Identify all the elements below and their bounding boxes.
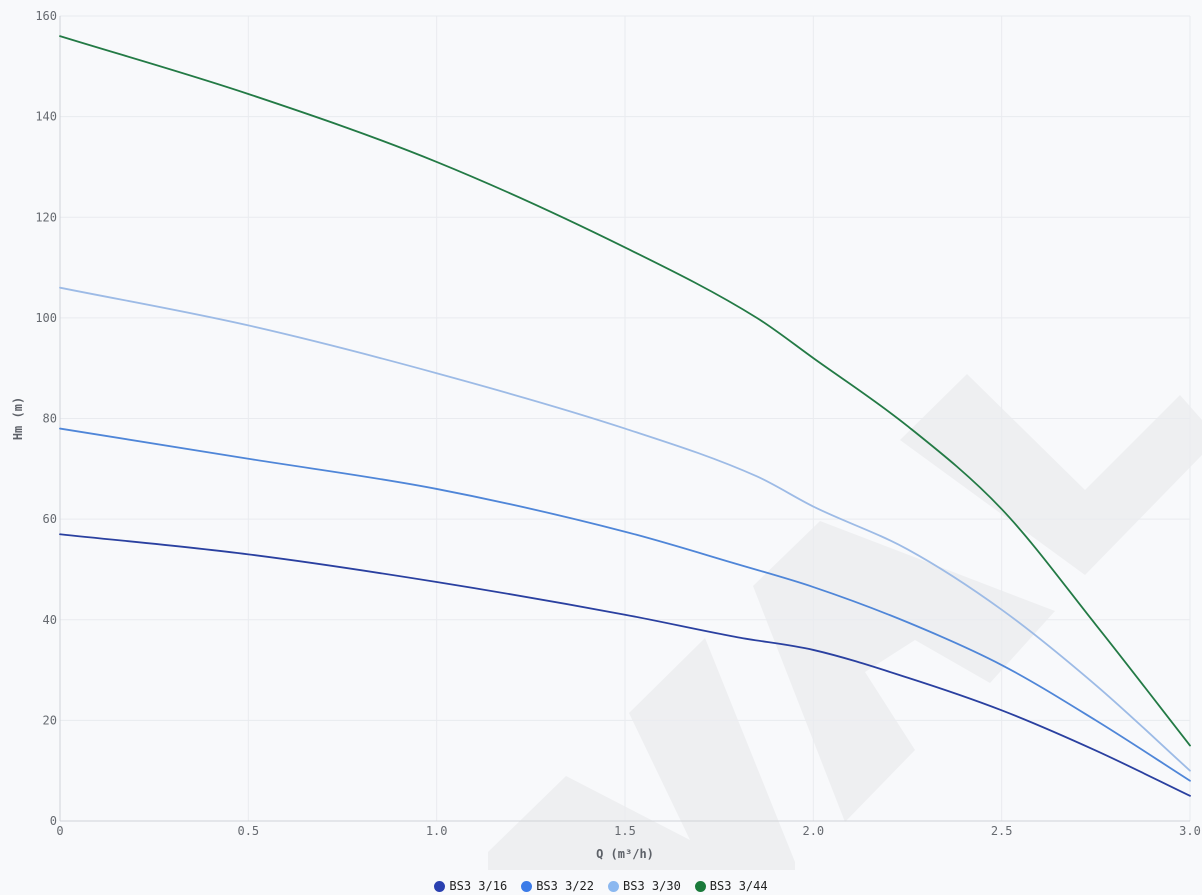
legend-swatch	[694, 880, 706, 892]
y-tick-label: 140	[35, 110, 57, 124]
x-tick-label: 0	[56, 824, 63, 838]
chart-svg: 0 0.5 1.0 1.5 2.0 2.5 3.0 0 20 40 60 80 100 120 140 160…	[11, 9, 1202, 895]
y-tick-label: 80	[43, 412, 57, 426]
x-axis-title: Q (m³/h)	[596, 847, 654, 861]
legend: BS3 3/16 BS3 3/22 BS3 3/30 BS3 3/44	[0, 879, 1202, 893]
legend-label: BS3 3/30	[623, 879, 681, 893]
axes	[59, 16, 1190, 822]
legend-label: BS3 3/22	[536, 879, 594, 893]
watermark-logo	[488, 374, 1202, 895]
legend-swatch	[434, 880, 446, 892]
series-line-1	[59, 533, 1191, 797]
y-tick-label: 100	[35, 311, 57, 325]
legend-item-bs3-3-16[interactable]: BS3 3/16	[434, 879, 507, 893]
series-layer	[59, 35, 1191, 797]
legend-item-bs3-3-44[interactable]: BS3 3/44	[694, 879, 768, 893]
legend-label: BS3 3/16	[449, 879, 508, 893]
x-tick-label: 1.0	[426, 824, 448, 838]
x-tick-label: 3.0	[1179, 824, 1201, 838]
y-tick-label: 60	[43, 512, 57, 526]
series-line-3	[59, 286, 1191, 772]
y-tick-label: 0	[50, 814, 57, 828]
x-tick-label: 0.5	[237, 824, 259, 838]
legend-swatch	[608, 880, 619, 892]
legend-item-bs3-3-22[interactable]: BS3 3/22	[521, 879, 594, 893]
tick-labels: 0 0.5 1.0 1.5 2.0 2.5 3.0 0 20 40 60 80 100 120 140 160	[35, 9, 1201, 838]
legend-item-bs3-3-30[interactable]: BS3 3/30	[608, 879, 681, 893]
y-tick-label: 160	[35, 9, 57, 23]
x-tick-label: 2.5	[991, 824, 1013, 838]
legend-swatch	[521, 880, 533, 892]
y-axis-title: Hm (m)	[11, 397, 25, 440]
series-line-4	[59, 35, 1191, 747]
y-tick-label: 120	[35, 210, 57, 224]
series-line-2	[59, 427, 1191, 782]
y-tick-label: 40	[43, 613, 57, 627]
legend-label: BS3 3/44	[709, 879, 768, 893]
x-tick-label: 2.0	[802, 824, 824, 838]
x-tick-label: 1.5	[614, 824, 636, 838]
gridlines	[59, 15, 1191, 822]
y-tick-label: 20	[43, 713, 57, 727]
